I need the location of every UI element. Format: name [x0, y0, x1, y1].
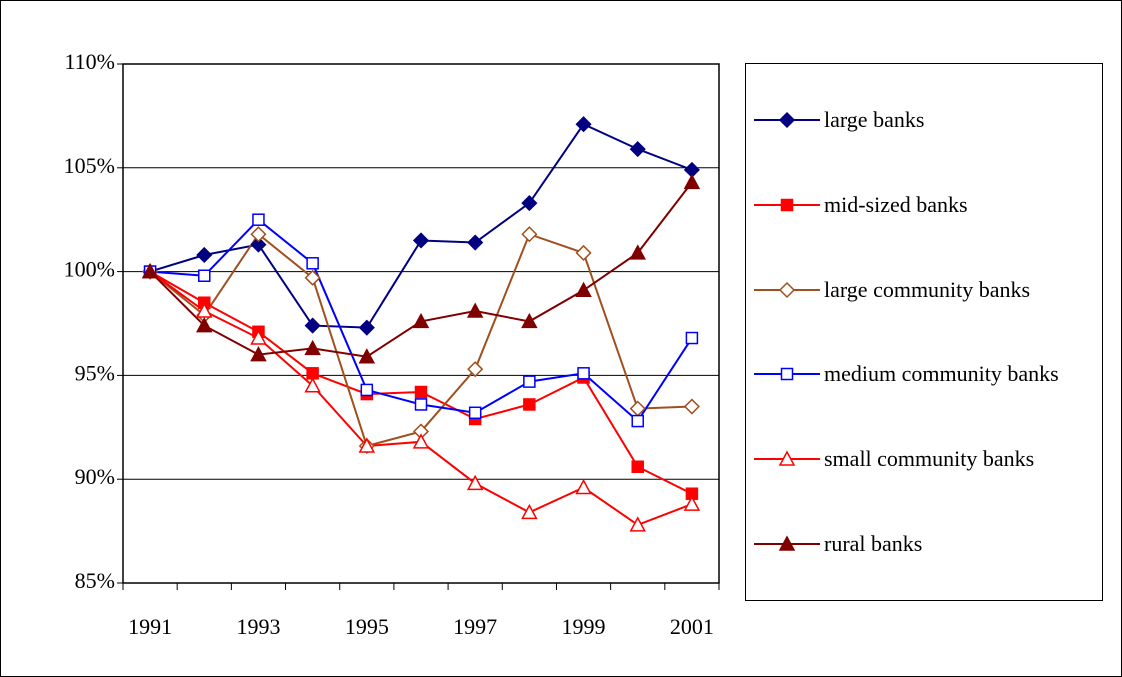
x-tick-label: 1993 [236, 614, 280, 639]
marker [466, 302, 484, 318]
legend-entry: medium community banks [746, 358, 1102, 390]
marker [575, 281, 592, 298]
legend-label: large banks [824, 107, 925, 133]
x-tick-label: 2001 [670, 614, 714, 639]
marker [304, 377, 321, 393]
marker [196, 316, 213, 333]
marker [629, 516, 646, 532]
marker [683, 495, 701, 511]
marker [141, 263, 159, 279]
x-tick-label: 1991 [128, 614, 172, 639]
y-tick-label: 85% [75, 568, 115, 593]
legend-entry: rural banks [746, 528, 1102, 560]
marker [631, 414, 644, 428]
y-tick-label: 100% [64, 257, 115, 282]
marker [412, 433, 430, 449]
marker [780, 368, 794, 381]
marker [414, 398, 428, 411]
marker [198, 269, 211, 283]
marker [521, 312, 538, 329]
marker [414, 385, 428, 399]
marker [685, 331, 699, 345]
marker [358, 319, 375, 336]
marker [360, 383, 374, 397]
marker [466, 474, 484, 491]
marker [412, 232, 430, 249]
marker [250, 226, 267, 243]
series-line [149, 122, 693, 329]
marker [778, 450, 796, 466]
marker [575, 478, 592, 495]
legend-symbol [754, 535, 820, 551]
legend: large banks mid-sized banks large communit… [745, 63, 1103, 601]
marker [577, 367, 590, 380]
y-tick-label: 90% [75, 464, 115, 489]
legend-label: large community banks [824, 276, 1031, 302]
legend-symbol [754, 450, 820, 466]
marker [778, 112, 796, 129]
marker [523, 375, 536, 388]
marker [629, 244, 646, 260]
x-tick-label: 1995 [345, 614, 389, 639]
marker [304, 269, 321, 286]
legend-symbol [754, 112, 820, 129]
legend-entry: large banks [746, 104, 1102, 136]
marker [629, 141, 646, 158]
marker [780, 198, 794, 212]
marker [358, 348, 376, 364]
marker [250, 329, 267, 345]
marker [252, 213, 265, 226]
legend-label: rural banks [824, 530, 923, 556]
marker [412, 312, 430, 329]
x-tick-label: 1997 [453, 614, 497, 639]
marker [575, 116, 592, 133]
legend-entry: mid-sized banks [746, 189, 1102, 221]
legend-symbol [754, 368, 820, 381]
marker [250, 236, 267, 253]
marker [575, 244, 592, 261]
x-tick-label: 1999 [562, 614, 606, 639]
marker [304, 317, 321, 334]
chart: 85% 90% 95% 100% 105% 110% 1991 1993 1995 1997 199… [64, 49, 720, 639]
marker [521, 503, 538, 520]
marker [521, 226, 538, 243]
marker [683, 173, 701, 190]
marker [778, 535, 796, 551]
plot-border [122, 63, 720, 584]
legend-entry: large community banks [746, 274, 1102, 306]
marker [304, 339, 321, 356]
legend-symbol [754, 281, 820, 298]
y-tick-label: 110% [64, 49, 115, 74]
y-tick-label: 95% [75, 360, 115, 385]
y-tick-label: 105% [64, 153, 115, 178]
legend-symbol [754, 198, 820, 212]
marker [521, 195, 538, 212]
marker [358, 437, 376, 453]
legend-label: small community banks [824, 445, 1035, 471]
marker [306, 367, 319, 380]
legend-label: mid-sized banks [824, 191, 968, 217]
marker [306, 257, 319, 270]
legend-label: medium community banks [824, 361, 1059, 387]
marker [631, 460, 644, 473]
marker [683, 398, 700, 415]
legend-entry: small community banks [746, 443, 1102, 475]
marker [196, 246, 213, 264]
marker [523, 398, 536, 411]
series-line [149, 270, 693, 495]
marker [468, 406, 482, 420]
marker [467, 361, 484, 378]
marker [778, 281, 796, 298]
marker [467, 234, 484, 251]
marker [250, 346, 267, 362]
